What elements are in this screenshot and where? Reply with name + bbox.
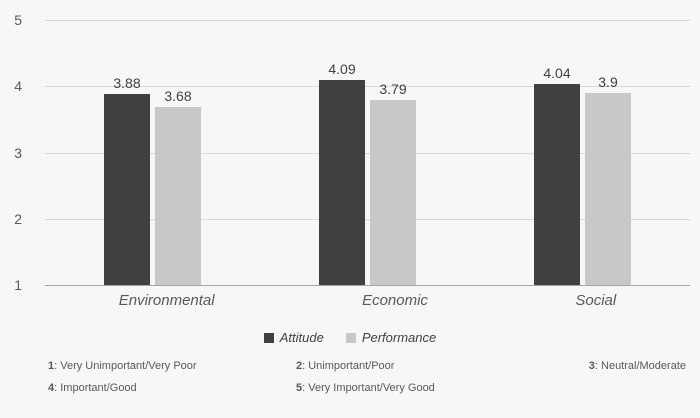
scale-note: 1: Very Unimportant/Very Poor	[48, 360, 296, 372]
bar-with-label: 3.79	[370, 20, 416, 285]
legend: Attitude Performance	[0, 330, 700, 345]
plot-area: 3.88 3.68 4.09 3.79 4.04 3.9	[45, 20, 690, 286]
scale-note-number: 5	[296, 382, 303, 394]
y-tick-label: 2	[14, 210, 22, 227]
bar-with-label: 3.9	[585, 20, 631, 285]
bar-group: 4.09 3.79	[319, 20, 416, 285]
y-tick-label: 5	[14, 12, 22, 28]
x-axis-labels: Environmental Economic Social	[45, 292, 690, 309]
bar-with-label: 3.68	[155, 20, 201, 285]
scale-note-number: 3	[588, 360, 595, 372]
gridline	[45, 218, 690, 220]
bar-value-label: 4.09	[328, 61, 356, 78]
bar	[585, 92, 631, 285]
scale-note-number: 2	[296, 360, 303, 372]
bar-with-label: 4.04	[534, 20, 580, 285]
scale-note: 5: Very Important/Very Good	[296, 382, 686, 394]
y-tick-label: 4	[14, 78, 22, 95]
legend-item: Performance	[345, 330, 437, 345]
legend-label: Performance	[361, 330, 437, 345]
bar-groups: 3.88 3.68 4.09 3.79 4.04 3.9	[45, 20, 690, 285]
scale-note-text: : Unimportant/Poor	[302, 360, 395, 372]
y-axis: 1 2 3 4 5	[0, 12, 36, 293]
bar-with-label: 3.88	[104, 20, 150, 285]
scale-notes: 1: Very Unimportant/Very Poor 2: Unimport…	[48, 360, 686, 394]
category-label: Environmental	[118, 292, 215, 309]
category-label: Social	[575, 292, 617, 309]
scale-note-text: : Very Unimportant/Very Poor	[54, 360, 197, 372]
gridline	[45, 285, 690, 286]
bar-with-label: 4.09	[319, 20, 365, 285]
legend-label: Attitude	[279, 330, 324, 345]
bar	[534, 83, 580, 285]
bar-value-label: 3.9	[598, 73, 618, 90]
category-label: Economic	[362, 292, 428, 309]
bar-value-label: 3.68	[164, 88, 192, 105]
scale-notes-row: 1: Very Unimportant/Very Poor 2: Unimport…	[48, 360, 686, 372]
scale-notes-row: 4: Important/Good 5: Very Important/Very …	[48, 382, 686, 394]
bar	[319, 80, 365, 285]
gridline	[45, 20, 690, 21]
scale-note-text: : Important/Good	[54, 382, 137, 394]
scale-note-number: 4	[48, 382, 55, 394]
legend-swatch	[345, 332, 356, 343]
legend-swatch	[263, 332, 274, 343]
bar	[104, 94, 150, 285]
scale-note: 2: Unimportant/Poor	[296, 360, 589, 372]
scale-note-text: : Very Important/Very Good	[302, 382, 435, 394]
y-tick-label: 3	[14, 144, 22, 161]
gridline	[45, 86, 690, 88]
scale-note-number: 1	[48, 360, 55, 372]
bar	[370, 100, 416, 285]
bar-value-label: 3.88	[113, 75, 141, 92]
bar-group: 4.04 3.9	[534, 20, 631, 285]
scale-note: 3: Neutral/Moderate	[589, 360, 686, 372]
bar-group: 3.88 3.68	[104, 20, 201, 285]
scale-note-text: : Neutral/Moderate	[594, 360, 686, 372]
scale-note: 4: Important/Good	[48, 382, 296, 394]
bar-value-label: 4.04	[543, 64, 571, 81]
bar-value-label: 3.79	[379, 81, 407, 98]
gridline	[45, 152, 690, 154]
y-tick-label: 1	[14, 277, 22, 293]
bar	[155, 107, 201, 285]
legend-item: Attitude	[263, 330, 324, 345]
